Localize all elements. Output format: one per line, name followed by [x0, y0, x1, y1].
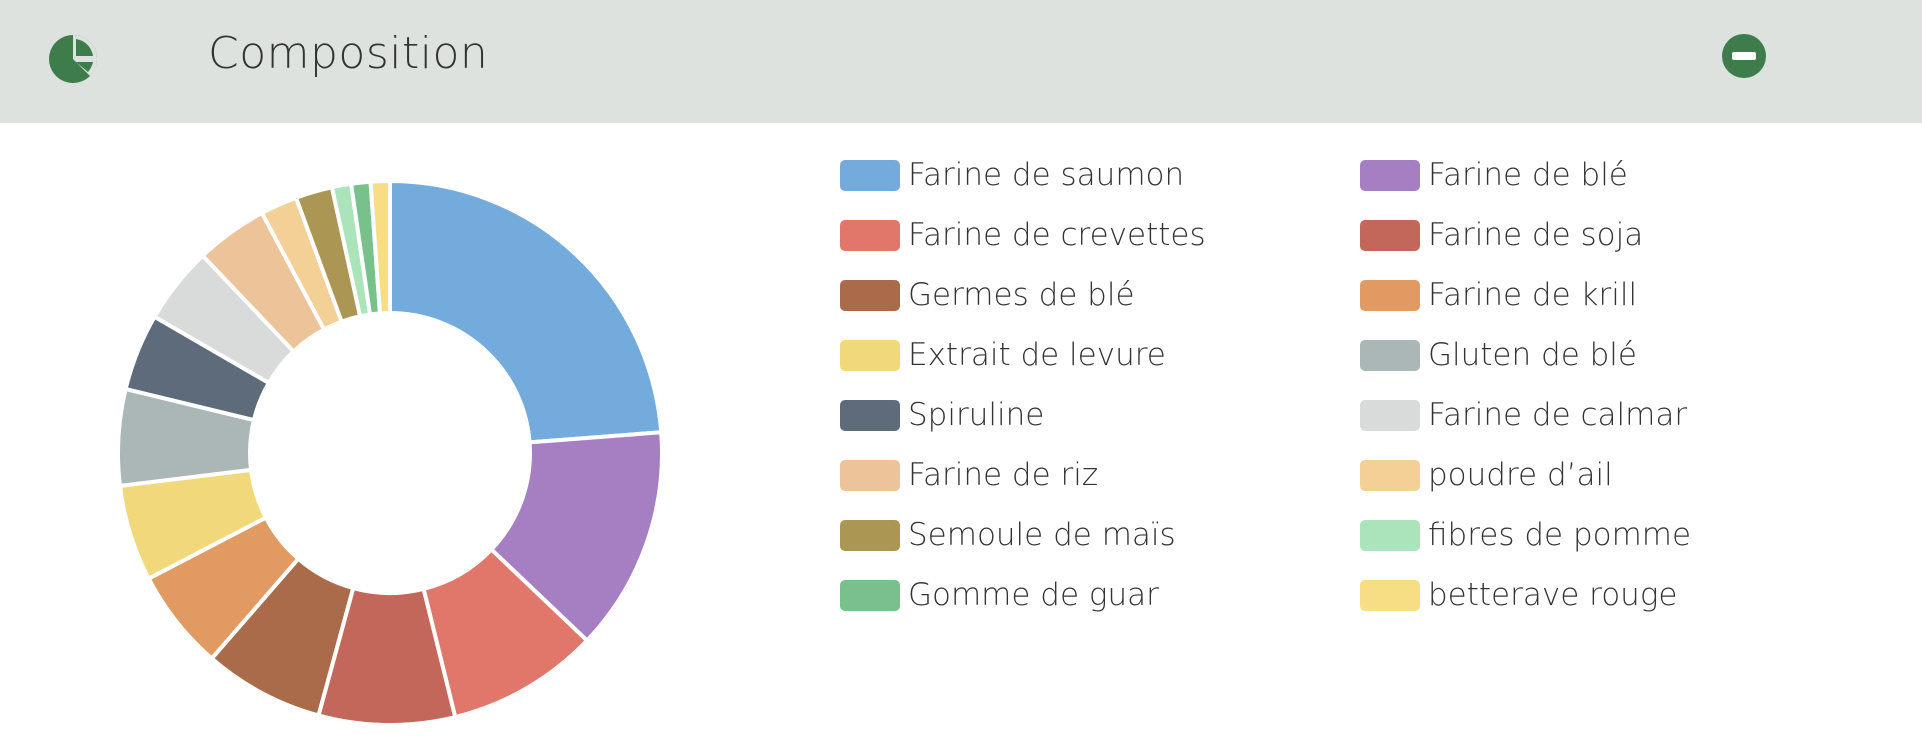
legend-swatch: [1360, 459, 1420, 491]
legend-item[interactable]: fibres de pomme: [1360, 515, 1691, 555]
minus-circle-icon: [1732, 52, 1756, 60]
donut-slice-1[interactable]: [388, 178, 664, 445]
legend-label: Farine de crevettes: [908, 217, 1206, 253]
legend-swatch: [1360, 159, 1420, 191]
chart-area: Farine de saumon Farine de blé Farine de c…: [0, 123, 1922, 740]
legend-swatch: [840, 339, 900, 371]
legend-item[interactable]: Farine de calmar: [1360, 395, 1687, 435]
legend-swatch: [1360, 339, 1420, 371]
legend-label: Farine de riz: [908, 457, 1099, 493]
legend-item[interactable]: betterave rouge: [1360, 575, 1678, 615]
legend-swatch: [840, 579, 900, 611]
legend-swatch: [1360, 579, 1420, 611]
legend-label: Semoule de maïs: [908, 517, 1176, 553]
legend-item[interactable]: Spiruline: [840, 395, 1044, 435]
legend-item[interactable]: Germes de blé: [840, 275, 1135, 315]
legend-item[interactable]: Farine de saumon: [840, 155, 1184, 195]
legend-label: Farine de saumon: [908, 157, 1185, 193]
pie-chart-icon: [49, 35, 98, 83]
donut-slice-16[interactable]: [368, 178, 392, 316]
panel-header: Composition: [0, 0, 1922, 123]
legend-label: Gluten de blé: [1428, 337, 1637, 373]
chart-legend: Farine de saumon Farine de blé Farine de c…: [840, 155, 1900, 675]
legend-item[interactable]: Farine de blé: [1360, 155, 1628, 195]
legend-label: Spiruline: [908, 397, 1045, 433]
legend-swatch: [840, 219, 900, 251]
donut-chart: [116, 178, 664, 727]
legend-item[interactable]: Farine de riz: [840, 455, 1098, 495]
legend-item[interactable]: Gomme de guar: [840, 575, 1159, 615]
legend-swatch: [1360, 219, 1420, 251]
legend-label: Germes de blé: [908, 277, 1135, 313]
legend-label: Extrait de levure: [908, 337, 1166, 373]
legend-item[interactable]: Farine de krill: [1360, 275, 1637, 315]
legend-label: Farine de calmar: [1428, 397, 1688, 433]
collapse-button[interactable]: [1722, 34, 1766, 78]
legend-label: poudre d’ail: [1428, 457, 1613, 493]
legend-swatch: [1360, 399, 1420, 431]
legend-item[interactable]: poudre d’ail: [1360, 455, 1613, 495]
legend-swatch: [840, 279, 900, 311]
legend-label: Gomme de guar: [908, 577, 1159, 613]
legend-swatch: [1360, 519, 1420, 551]
legend-label: betterave rouge: [1428, 577, 1678, 613]
legend-item[interactable]: Gluten de blé: [1360, 335, 1637, 375]
legend-item[interactable]: Farine de crevettes: [840, 215, 1206, 255]
legend-label: Farine de blé: [1428, 157, 1628, 193]
legend-swatch: [840, 159, 900, 191]
legend-item[interactable]: Farine de soja: [1360, 215, 1643, 255]
legend-item[interactable]: Semoule de maïs: [840, 515, 1176, 555]
legend-swatch: [840, 519, 900, 551]
legend-label: Farine de soja: [1428, 217, 1644, 253]
legend-swatch: [1360, 279, 1420, 311]
legend-label: fibres de pomme: [1428, 517, 1692, 553]
legend-swatch: [840, 459, 900, 491]
legend-label: Farine de krill: [1428, 277, 1638, 313]
legend-swatch: [840, 399, 900, 431]
panel-title: Composition: [208, 28, 489, 79]
legend-item[interactable]: Extrait de levure: [840, 335, 1166, 375]
